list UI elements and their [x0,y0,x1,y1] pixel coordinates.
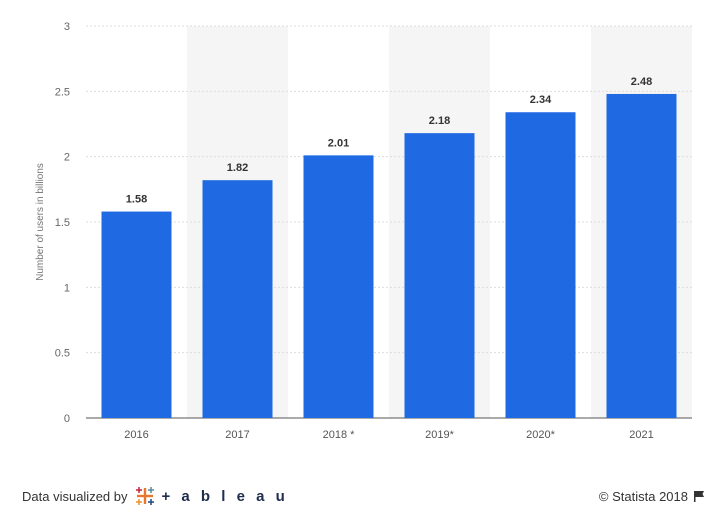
y-tick-label: 1.5 [55,217,70,229]
bar[interactable] [101,211,172,418]
x-tick-label: 2021 [629,429,653,441]
y-tick-label: 3 [64,21,70,33]
data-label: 1.82 [227,162,248,174]
data-label: 2.34 [530,94,552,106]
tableau-logo-icon [135,487,154,505]
data-label: 2.01 [328,137,349,149]
tableau-wordmark: + a b l e a u [161,487,289,505]
y-tick-label: 2.5 [55,86,70,98]
gridlines [86,25,692,419]
bar[interactable] [404,133,475,418]
x-tick-label: 2019* [425,429,454,441]
copyright-text: © Statista 2018 [598,488,688,504]
footer-credit[interactable]: Data visualized by + a b l e a u [22,486,288,506]
data-label: 2.18 [429,115,450,127]
flag-icon [694,491,704,502]
bar-chart: 0 0.5 1 1.5 2 2.5 3 1.58 1.82 2.01 2.18 2.34 2.48 2… [35,21,692,441]
y-axis-ticks: 0 0.5 1 1.5 2 2.5 3 [55,21,70,425]
y-tick-label: 0 [64,413,70,425]
x-tick-label: 2017 [225,429,249,441]
bars [101,93,677,419]
x-tick-label: 2018 * [323,429,356,441]
y-tick-label: 1 [64,282,70,294]
y-tick-label: 2 [64,152,70,164]
bar[interactable] [505,112,576,419]
x-tick-label: 2020* [526,429,555,441]
footer-copyright[interactable]: © Statista 2018 [599,486,705,506]
data-label: 1.58 [126,194,147,206]
y-axis-title: Number of users in billions [35,163,46,281]
bar[interactable] [303,155,374,419]
bar[interactable] [202,180,273,418]
x-axis-ticks: 2016 2017 2018 * 2019* 2020* 2021 [124,429,653,441]
credit-text: Data visualized by [22,488,128,504]
data-label: 2.48 [631,76,652,88]
bar[interactable] [606,93,677,419]
y-tick-label: 0.5 [55,348,70,360]
value-labels: 1.58 1.82 2.01 2.18 2.34 2.48 [126,76,652,206]
x-tick-label: 2016 [124,429,148,441]
